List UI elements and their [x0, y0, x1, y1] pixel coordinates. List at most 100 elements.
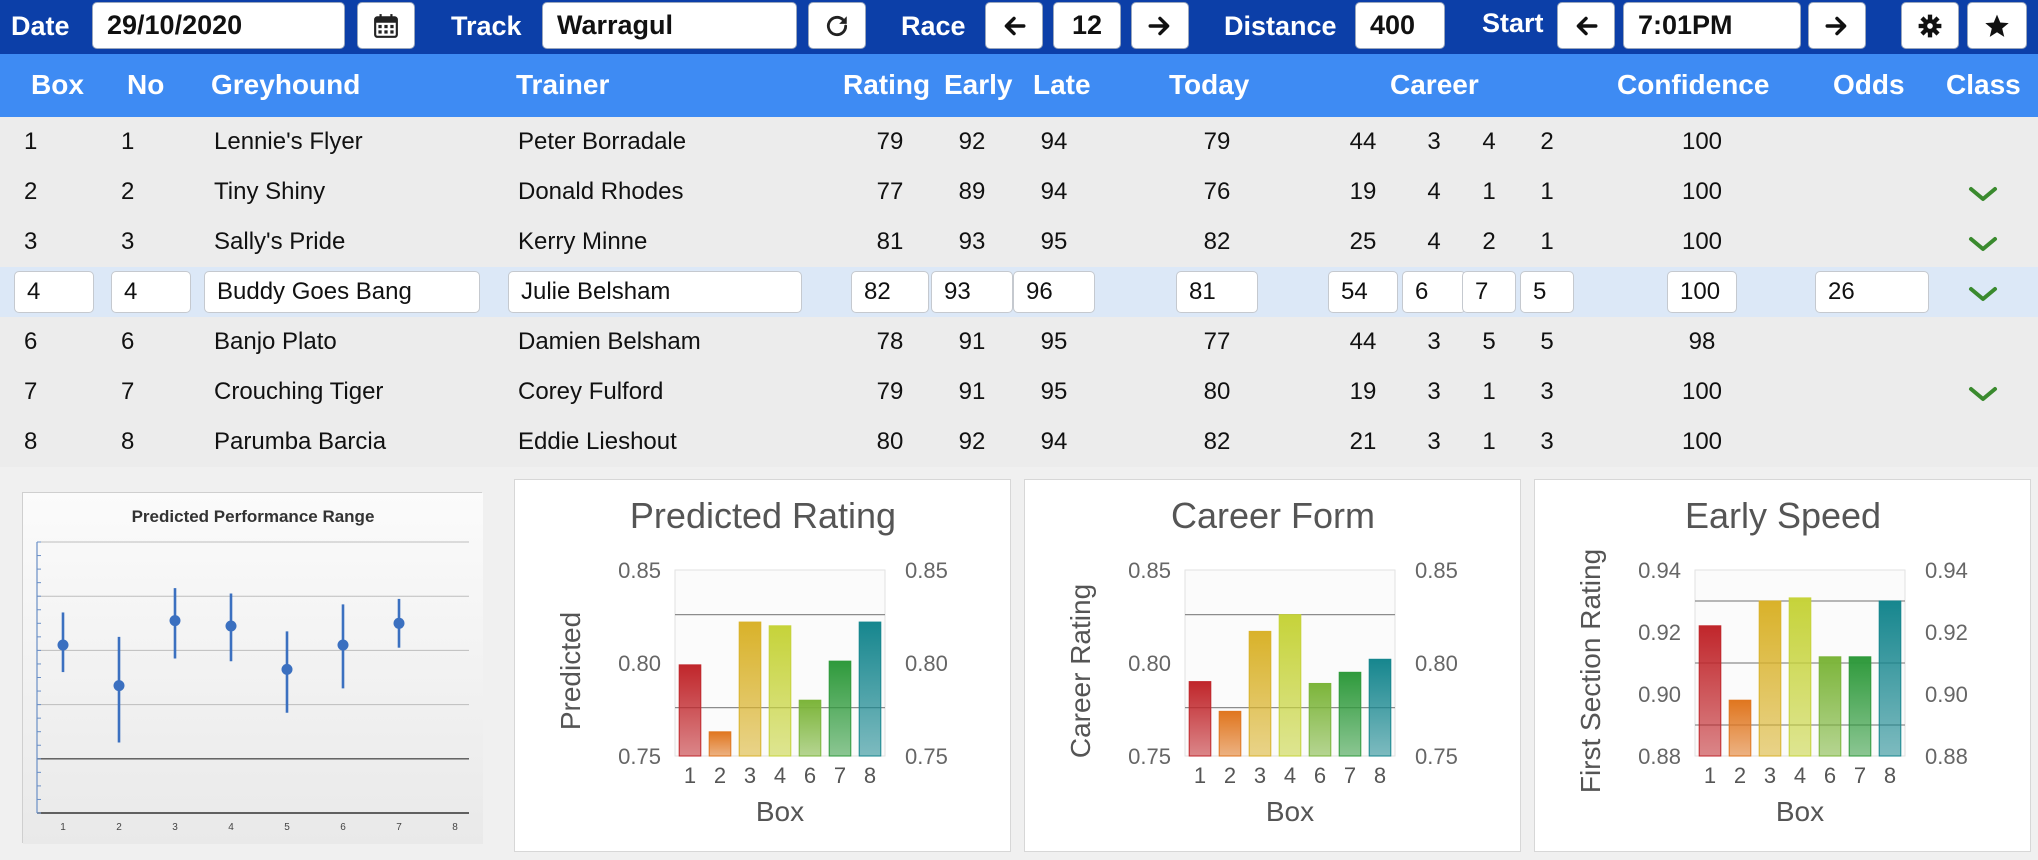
star-icon — [1985, 14, 2009, 37]
cell-early[interactable]: 93 — [931, 271, 1013, 313]
cell-early: 92 — [958, 128, 986, 155]
data-point — [169, 615, 181, 627]
cell-trainer: Peter Borradale — [518, 128, 687, 155]
column-header-trainer[interactable]: Trainer — [516, 69, 610, 100]
bar — [1308, 682, 1332, 757]
cell-late[interactable]: 96 — [1013, 271, 1095, 313]
column-header-today[interactable]: Today — [1169, 69, 1250, 100]
y-tick-label: 0.80 — [618, 651, 661, 676]
x-tick-label: 3 — [172, 822, 178, 833]
x-tick-label: 1 — [684, 763, 696, 788]
date-input[interactable]: 29/10/2020 — [92, 2, 345, 49]
cell-box: 6 — [24, 328, 38, 355]
cell-confidence[interactable]: 100 — [1667, 271, 1737, 313]
cell-rating: 79 — [876, 128, 904, 155]
cell-box: 2 — [24, 178, 38, 205]
column-header-late[interactable]: Late — [1033, 69, 1091, 100]
x-tick-label: 8 — [452, 822, 458, 833]
x-tick-label: 7 — [396, 822, 402, 833]
y-tick-label-right: 0.75 — [905, 744, 948, 769]
start-prev-button[interactable] — [1557, 2, 1615, 49]
cell-late: 94 — [1040, 178, 1068, 205]
calendar-button[interactable] — [357, 2, 415, 49]
cell-greyhound: Parumba Barcia — [214, 428, 387, 455]
column-header-odds[interactable]: Odds — [1833, 69, 1905, 100]
table-row[interactable]: 2 2 Tiny Shiny Donald Rhodes 77 89 94 76 19 4 1 1 10… — [0, 167, 2038, 217]
chart-predicted-rating: Predicted Rating 0.75 0.75 0.80 0.80 0.85 0.85… — [514, 479, 1011, 852]
y-axis-label: Predicted — [555, 612, 586, 730]
x-tick-label: 1 — [60, 822, 66, 833]
bar — [1758, 600, 1782, 757]
table-row[interactable]: 7 7 Crouching Tiger Corey Fulford 79 91 95 80 19… — [0, 367, 2038, 417]
x-tick-label: 4 — [1284, 763, 1296, 788]
race-next-button[interactable] — [1131, 2, 1189, 49]
cell-c4[interactable]: 5 — [1520, 271, 1574, 313]
cell-box: 7 — [24, 378, 38, 405]
column-header-no[interactable]: No — [127, 69, 165, 100]
table-row[interactable]: 6 6 Banjo Plato Damien Belsham 78 91 95 77 44 3 5 5… — [0, 317, 2038, 367]
cell-c4: 2 — [1540, 128, 1554, 155]
column-header-rating[interactable]: Rating — [843, 69, 931, 100]
cell-no[interactable]: 4 — [111, 271, 191, 313]
x-tick-label: 4 — [1794, 763, 1806, 788]
toolbar: Date 29/10/2020 Track Warragul Race 12 D… — [0, 0, 2038, 54]
cell-trainer: Damien Belsham — [518, 328, 701, 355]
chart-background — [23, 493, 483, 844]
cell-rating: 79 — [876, 378, 904, 405]
table-row[interactable]: 4 4 Buddy Goes Bang Julie Belsham 82 93 96 81 54… — [0, 267, 2038, 317]
y-tick-label-right: 0.75 — [1415, 744, 1458, 769]
column-header-career[interactable]: Career — [1390, 69, 1479, 100]
bar — [1278, 614, 1302, 757]
cell-c4: 3 — [1540, 378, 1554, 405]
bar — [1818, 656, 1842, 757]
cell-trainer: Kerry Minne — [518, 228, 648, 255]
chart-career-form: Career Form 0.75 0.75 0.80 0.80 0.85 0.85 1 2 3 4 6… — [1024, 479, 1521, 852]
cell-trainer: Corey Fulford — [518, 378, 664, 405]
settings-button[interactable] — [1901, 2, 1959, 49]
table-row[interactable]: 1 1 Lennie's Flyer Peter Borradale 79 92 94 79 4… — [0, 117, 2038, 167]
x-tick-label: 2 — [1734, 763, 1746, 788]
cell-c3: 1 — [1482, 178, 1496, 205]
cell-odds[interactable]: 26 — [1815, 271, 1929, 313]
favorite-button[interactable] — [1967, 2, 2027, 49]
cell-greyhound: Lennie's Flyer — [214, 128, 363, 155]
x-tick-label: 6 — [804, 763, 816, 788]
column-header-confidence[interactable]: Confidence — [1617, 69, 1770, 100]
column-header-greyhound[interactable]: Greyhound — [211, 69, 361, 100]
race-input[interactable]: 12 — [1053, 2, 1121, 49]
cell-no: 3 — [121, 228, 135, 255]
cell-c2[interactable]: 6 — [1402, 271, 1466, 313]
cell-c3[interactable]: 7 — [1462, 271, 1516, 313]
race-prev-button[interactable] — [985, 2, 1043, 49]
cell-trainer[interactable]: Julie Belsham — [508, 271, 802, 313]
cell-greyhound[interactable]: Buddy Goes Bang — [204, 271, 480, 313]
column-header-box[interactable]: Box — [31, 69, 84, 100]
class-check-icon — [1967, 267, 2007, 317]
table-row[interactable]: 3 3 Sally's Pride Kerry Minne 81 93 95 82 25 4 2 1 1… — [0, 217, 2038, 267]
bar — [828, 660, 852, 757]
x-tick-label: 3 — [1254, 763, 1266, 788]
column-header-class[interactable]: Class — [1946, 69, 2021, 100]
table-row[interactable]: 8 8 Parumba Barcia Eddie Lieshout 80 92 94 82 21… — [0, 417, 2038, 467]
y-tick-label-right: 0.94 — [1925, 558, 1968, 583]
column-header-early[interactable]: Early — [944, 69, 1013, 100]
x-tick-label: 8 — [864, 763, 876, 788]
start-time-input[interactable]: 7:01PM — [1623, 2, 1801, 49]
refresh-button[interactable] — [808, 2, 866, 49]
cell-box[interactable]: 4 — [14, 271, 94, 313]
bar — [768, 625, 792, 757]
cell-c3: 1 — [1482, 428, 1496, 455]
cell-c3: 1 — [1482, 378, 1496, 405]
bar — [798, 699, 822, 757]
track-input[interactable]: Warragul — [542, 2, 797, 49]
data-point — [393, 617, 405, 629]
class-check-icon — [1967, 167, 2007, 217]
x-tick-label: 6 — [1824, 763, 1836, 788]
cell-today[interactable]: 81 — [1176, 271, 1258, 313]
cell-rating[interactable]: 82 — [851, 271, 929, 313]
start-next-button[interactable] — [1808, 2, 1866, 49]
runner-table: 1 1 Lennie's Flyer Peter Borradale 79 92 94 79 4… — [0, 117, 2038, 467]
distance-input[interactable]: 400 — [1355, 2, 1445, 49]
cell-today: 82 — [1203, 228, 1231, 255]
cell-c1[interactable]: 54 — [1328, 271, 1398, 313]
